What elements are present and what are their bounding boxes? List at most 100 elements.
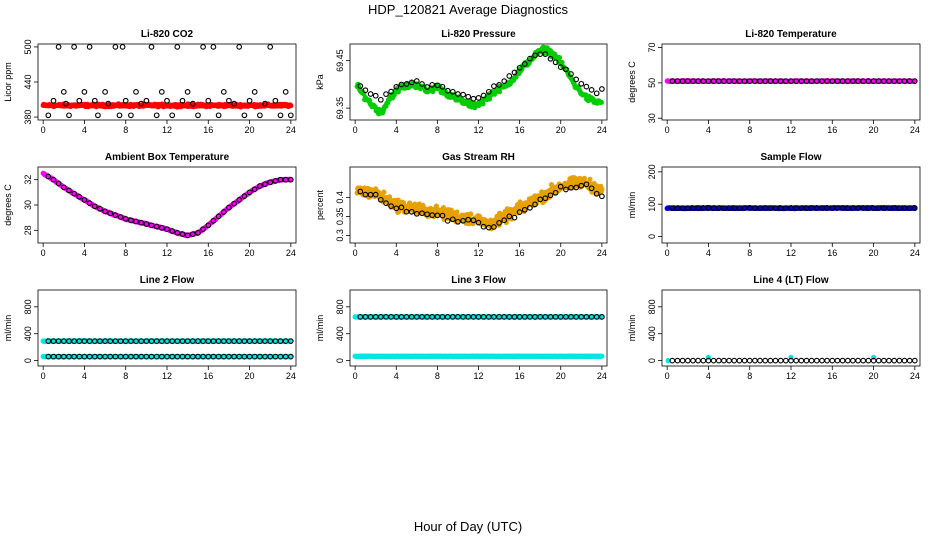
data-point bbox=[267, 179, 274, 186]
panel-5: Gas Stream RH0 4 8 12 16 20 240.30.350.4percen… bbox=[315, 152, 608, 258]
data-point bbox=[367, 91, 374, 97]
data-point bbox=[251, 89, 258, 95]
data-point bbox=[726, 357, 732, 364]
x-tick-label: 12 bbox=[786, 125, 796, 135]
data-point bbox=[782, 357, 789, 364]
data-point bbox=[148, 222, 155, 229]
data-point bbox=[911, 78, 918, 84]
x-tick-label: 16 bbox=[827, 248, 837, 258]
x-tick-label: 0 bbox=[41, 371, 46, 381]
data-point bbox=[393, 83, 400, 90]
data-point bbox=[158, 89, 165, 95]
x-tick-label: 4 bbox=[394, 371, 399, 381]
data-point bbox=[205, 222, 212, 229]
x-tick-label: 12 bbox=[473, 248, 483, 258]
data-point bbox=[148, 44, 155, 50]
data-point bbox=[480, 92, 487, 99]
data-point bbox=[798, 357, 805, 364]
data-point bbox=[487, 96, 493, 102]
y-tick-label: 30 bbox=[647, 113, 657, 123]
data-point bbox=[143, 221, 150, 227]
data-point bbox=[179, 97, 186, 104]
x-tick-label: 20 bbox=[245, 125, 255, 135]
data-point bbox=[257, 183, 263, 189]
data-point bbox=[556, 55, 563, 61]
y-tick-label: 800 bbox=[647, 299, 657, 314]
figure-xlabel: Hour of Day (UTC) bbox=[414, 519, 522, 534]
plot-area bbox=[40, 170, 294, 239]
x-tick-label: 16 bbox=[203, 125, 213, 135]
data-point bbox=[875, 357, 882, 364]
data-point bbox=[119, 44, 126, 50]
data-point bbox=[599, 186, 605, 192]
data-point bbox=[55, 180, 62, 187]
data-point bbox=[684, 357, 691, 364]
data-point bbox=[813, 78, 820, 84]
y-tick-label: 100 bbox=[647, 197, 657, 212]
x-tick-label: 20 bbox=[556, 248, 566, 258]
data-point bbox=[772, 357, 779, 364]
data-point bbox=[377, 96, 384, 103]
data-point bbox=[547, 55, 554, 62]
data-point bbox=[262, 181, 268, 187]
x-tick-label: 4 bbox=[82, 125, 87, 135]
data-point bbox=[107, 210, 114, 217]
data-point bbox=[710, 78, 717, 84]
x-tick-label: 8 bbox=[435, 248, 440, 258]
data-point bbox=[444, 87, 451, 94]
data-point bbox=[102, 208, 108, 215]
data-point bbox=[850, 78, 856, 84]
y-axis-label: percent bbox=[315, 189, 325, 220]
data-point bbox=[63, 100, 69, 107]
data-point bbox=[122, 216, 129, 222]
data-point bbox=[782, 78, 789, 84]
x-tick-label: 20 bbox=[245, 371, 255, 381]
data-point bbox=[762, 357, 769, 364]
data-point bbox=[174, 44, 181, 50]
x-tick-label: 8 bbox=[123, 371, 128, 381]
data-point bbox=[700, 357, 707, 364]
data-point bbox=[521, 61, 528, 67]
data-point bbox=[143, 97, 150, 104]
data-point bbox=[860, 357, 867, 364]
data-point bbox=[105, 100, 112, 107]
x-tick-label: 16 bbox=[515, 248, 525, 258]
data-point bbox=[690, 357, 696, 364]
data-point bbox=[839, 357, 846, 364]
data-point bbox=[578, 80, 585, 87]
data-point bbox=[480, 101, 486, 107]
x-tick-label: 4 bbox=[394, 125, 399, 135]
x-tick-label: 16 bbox=[515, 125, 525, 135]
data-point bbox=[195, 112, 201, 119]
data-point bbox=[133, 89, 139, 95]
x-tick-label: 16 bbox=[827, 125, 837, 135]
data-point bbox=[366, 97, 373, 103]
x-tick-label: 20 bbox=[556, 125, 566, 135]
data-point bbox=[588, 87, 595, 93]
y-tick-label: 800 bbox=[23, 299, 33, 314]
data-point bbox=[901, 78, 908, 84]
data-point bbox=[226, 204, 232, 211]
y-tick-label: 50 bbox=[647, 78, 657, 88]
plot-area bbox=[354, 175, 605, 232]
data-point bbox=[886, 78, 892, 84]
data-point bbox=[91, 97, 98, 104]
data-point bbox=[581, 175, 588, 181]
data-point bbox=[721, 357, 727, 364]
data-point bbox=[896, 357, 903, 364]
x-tick-label: 4 bbox=[82, 371, 87, 381]
y-tick-label: 0 bbox=[647, 234, 657, 239]
data-point bbox=[705, 78, 712, 84]
data-point bbox=[246, 189, 253, 196]
x-tick-label: 12 bbox=[162, 248, 172, 258]
data-point bbox=[746, 357, 753, 364]
data-point bbox=[736, 357, 743, 364]
x-tick-label: 0 bbox=[41, 125, 46, 135]
x-tick-label: 24 bbox=[286, 371, 296, 381]
data-point bbox=[470, 95, 477, 102]
data-point bbox=[215, 213, 222, 220]
data-point bbox=[262, 100, 268, 107]
